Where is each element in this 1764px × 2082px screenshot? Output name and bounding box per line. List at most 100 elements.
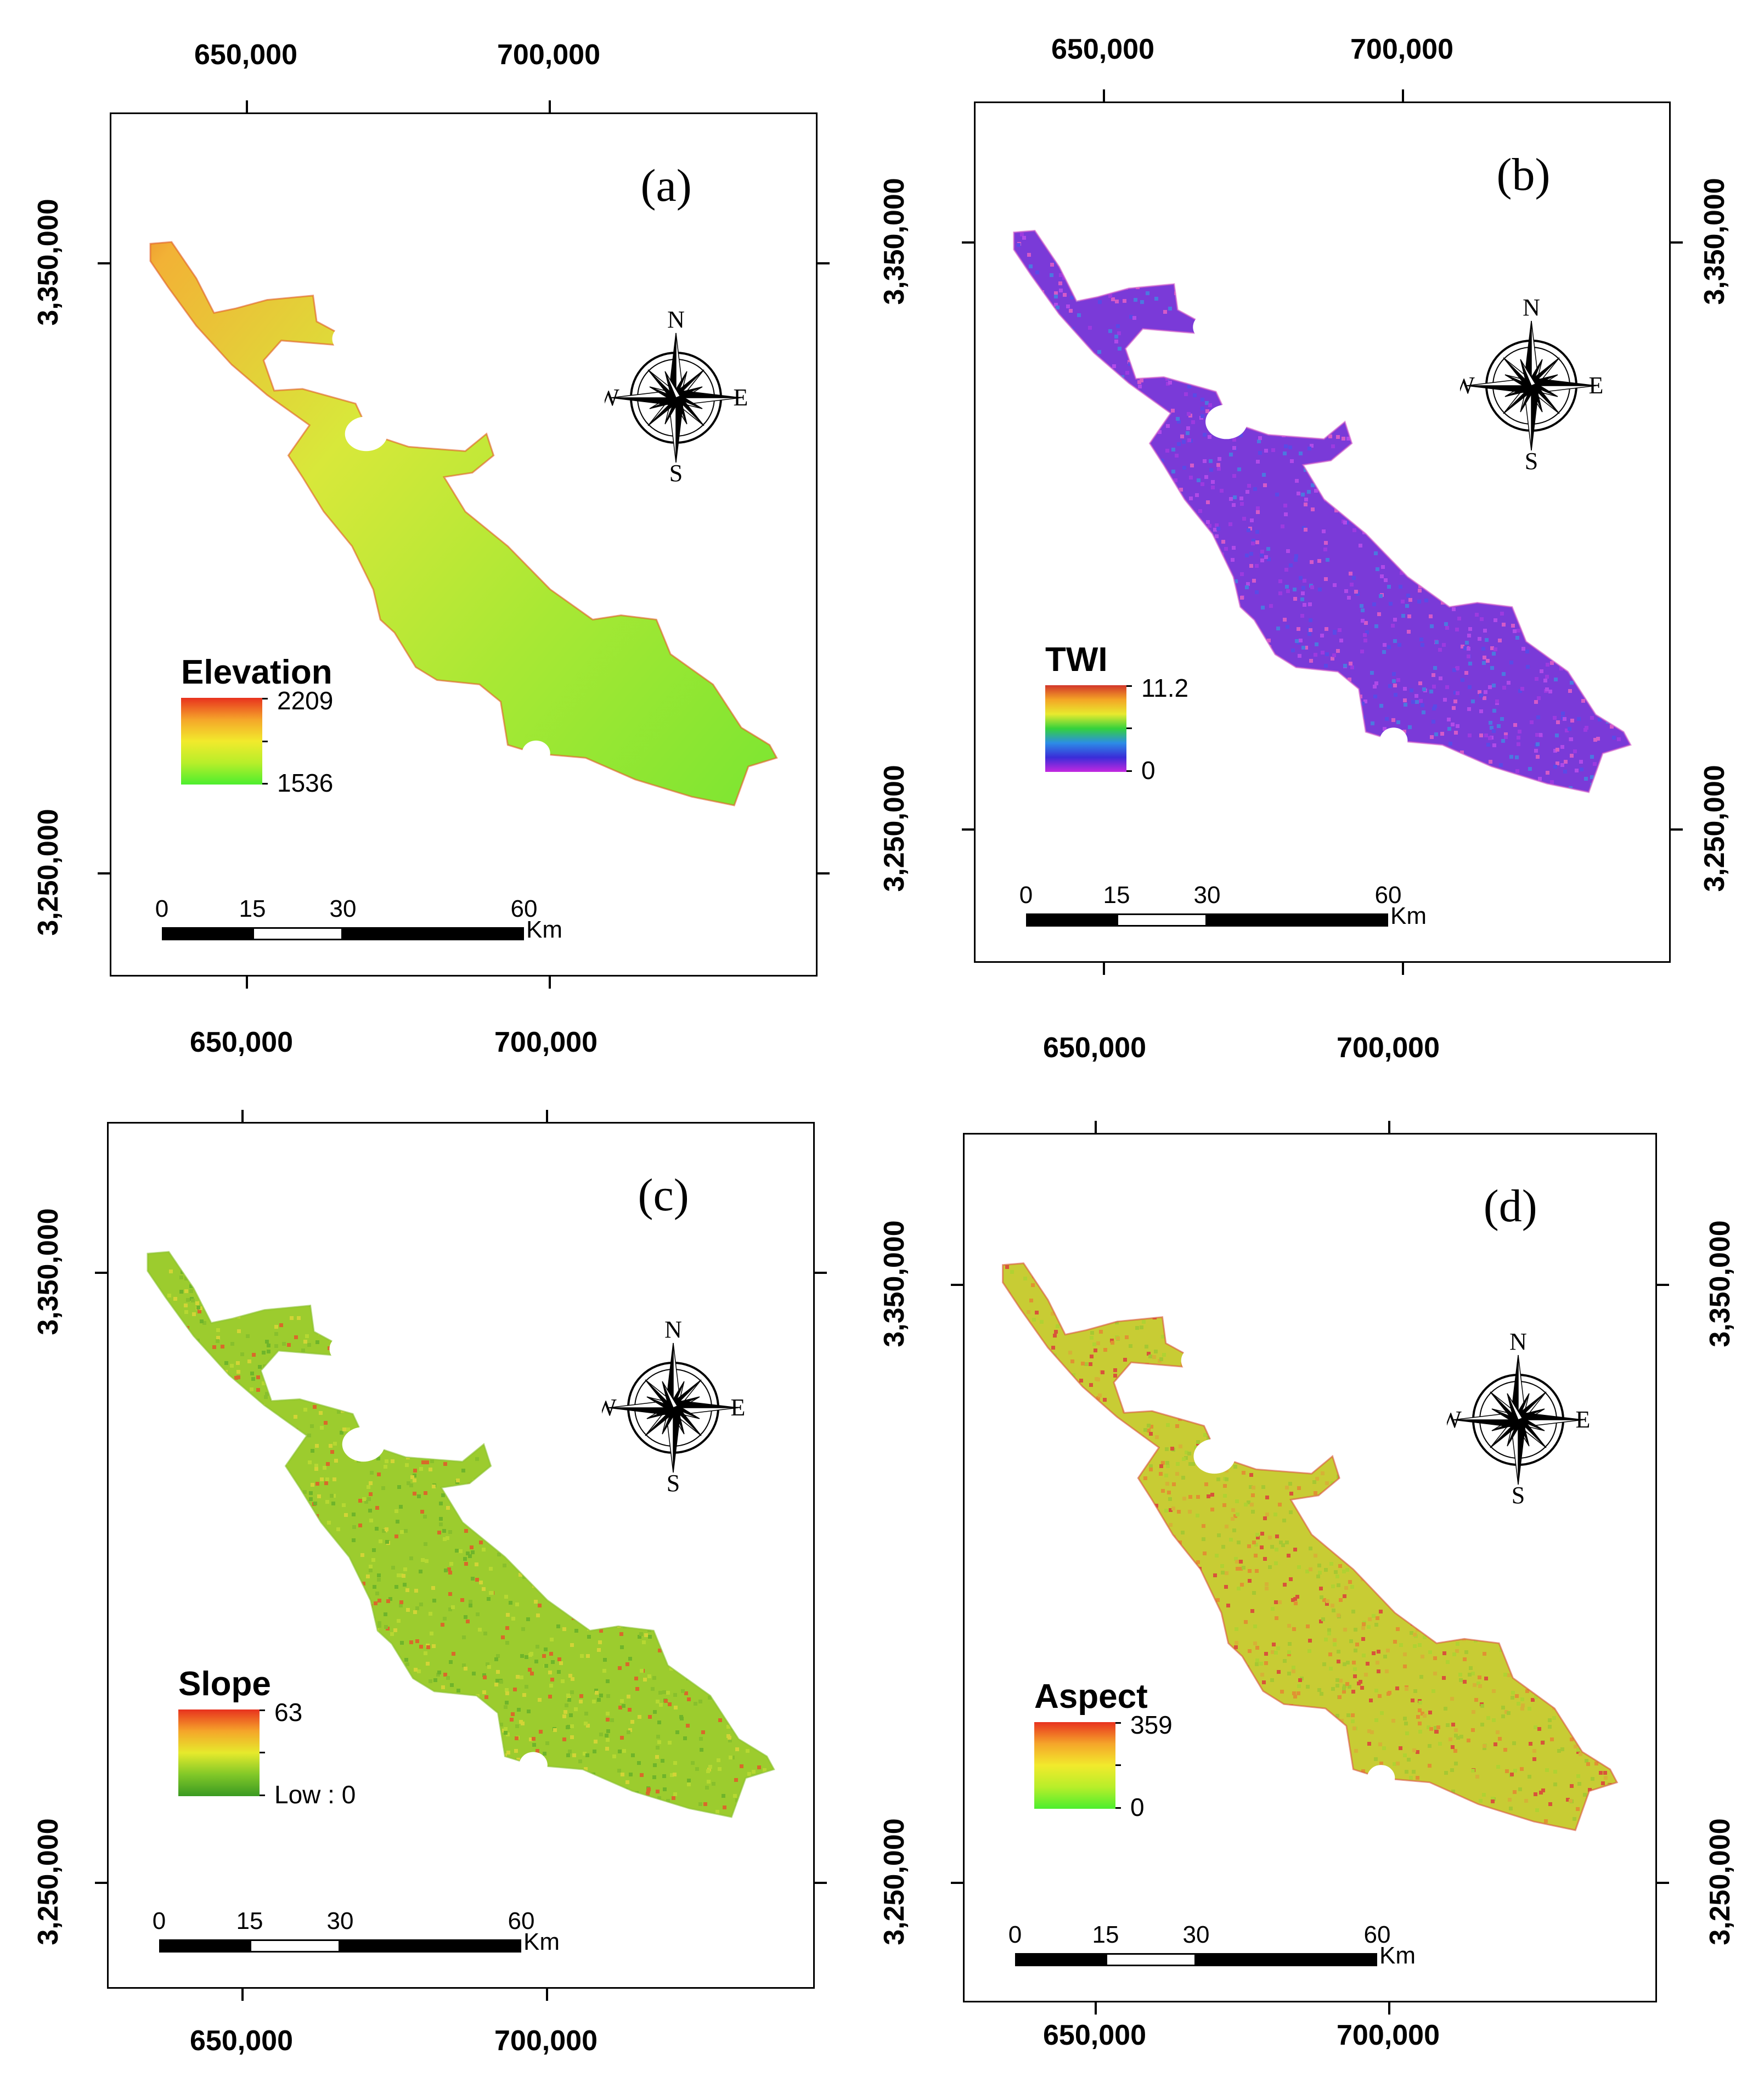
legend-title: TWI — [1045, 640, 1108, 679]
compass-e-label: E — [734, 384, 747, 411]
x-tick-label-top: 700,000 — [1337, 1032, 1440, 1064]
x-tick-mark — [241, 1110, 244, 1122]
legend-tick — [1115, 1807, 1121, 1809]
legend-tick — [1126, 685, 1132, 687]
x-tick-mark — [1402, 963, 1404, 975]
x-tick-mark — [1388, 2002, 1390, 2015]
compass-e-label: E — [1589, 372, 1603, 399]
y-tick-label-right: 3,350,000 — [1699, 178, 1731, 305]
compass-s-label: S — [1512, 1482, 1525, 1508]
scale-bar-tick-label: 60 — [1374, 882, 1402, 909]
legend-color-ramp — [181, 698, 262, 785]
legend-tick — [260, 1709, 265, 1711]
legend-title: Elevation — [181, 653, 332, 692]
compass-w-label: W — [602, 1394, 617, 1421]
y-tick-label-right: 3,250,000 — [1699, 765, 1731, 892]
compass-s-label: S — [667, 1470, 680, 1496]
scale-bar-segment — [1015, 1953, 1106, 1966]
y-tick-mark — [815, 1882, 827, 1884]
compass-e-label: E — [1576, 1406, 1590, 1433]
y-tick-label-left: 3,350,000 — [32, 199, 64, 326]
scale-bar-tick-label: 0 — [1019, 882, 1033, 909]
legend-title: Slope — [178, 1665, 271, 1703]
scale-bar-unit: Km — [1379, 1942, 1416, 1969]
study-area-region — [146, 1251, 775, 1818]
scale-bar-tick-label: 15 — [1103, 882, 1130, 909]
y-tick-mark — [962, 828, 974, 831]
scale-bar-segment — [1196, 1953, 1377, 1966]
y-tick-mark — [1671, 241, 1683, 244]
compass-rose-icon: N S E W — [602, 1320, 745, 1496]
y-tick-label-left: 3,350,000 — [878, 178, 910, 305]
legend-min-value: 0 — [1130, 1792, 1145, 1821]
x-tick-label-top: 650,000 — [1043, 1032, 1146, 1064]
scale-bar-tick-label: 30 — [1182, 1921, 1210, 1948]
panel-label: (a) — [640, 160, 692, 211]
map-frame — [974, 101, 1671, 963]
y-tick-mark — [1671, 828, 1683, 831]
scale-bar-segment — [1117, 913, 1207, 927]
legend-tick — [1115, 1764, 1121, 1767]
x-tick-label-bottom: 650,000 — [1043, 2019, 1146, 2051]
x-tick-mark — [546, 1110, 548, 1122]
study-area-region — [149, 241, 778, 806]
x-tick-mark — [1095, 2002, 1097, 2015]
legend-max-value: 359 — [1130, 1710, 1173, 1739]
scale-bar-segment — [340, 1939, 521, 1953]
y-tick-mark — [815, 1272, 827, 1274]
scale-bar-tick-label: 60 — [1363, 1921, 1391, 1948]
x-tick-label-bottom: 700,000 — [1337, 2019, 1440, 2051]
scale-bar-unit: Km — [523, 1928, 560, 1955]
scale-bar-tick-label: 30 — [326, 1908, 354, 1934]
y-tick-label-left: 3,250,000 — [878, 1818, 910, 1945]
y-tick-mark — [818, 872, 830, 874]
scale-bar-segment — [162, 927, 252, 940]
y-tick-mark — [951, 1882, 963, 1884]
scale-bar-tick-label: 30 — [1193, 882, 1221, 909]
x-tick-label-top: 700,000 — [494, 1026, 598, 1058]
legend-max-value: 11.2 — [1141, 673, 1189, 702]
panel-label: (c) — [638, 1170, 689, 1221]
scale-bar-segment — [343, 927, 524, 940]
y-tick-mark — [1657, 1284, 1669, 1286]
compass-n-label: N — [1509, 1332, 1527, 1355]
legend-min-value: 1536 — [277, 769, 334, 798]
compass-w-label: W — [1447, 1406, 1462, 1433]
x-tick-label-top: 700,000 — [1350, 33, 1453, 65]
scale-bar-tick-label: 0 — [1008, 1921, 1022, 1948]
x-tick-mark — [1103, 89, 1105, 101]
y-tick-label-left: 3,250,000 — [32, 809, 64, 936]
x-tick-mark — [1388, 1121, 1390, 1133]
x-tick-label-top: 650,000 — [1051, 33, 1154, 65]
scale-bar-tick-label: 60 — [508, 1908, 535, 1934]
y-tick-mark — [98, 872, 110, 874]
y-tick-mark — [95, 1882, 107, 1884]
compass-n-label: N — [1523, 298, 1540, 321]
compass-n-label: N — [664, 1320, 682, 1343]
y-tick-label-right: 3,250,000 — [1704, 1818, 1736, 1945]
legend-title: Aspect — [1034, 1677, 1148, 1716]
scale-bar-tick-label: 15 — [1092, 1921, 1119, 1948]
legend-tick — [1126, 727, 1132, 730]
compass-rose-icon: N S E W — [1460, 298, 1603, 473]
scale-bar-tick-label: 0 — [155, 895, 169, 922]
scale-bar-segment — [159, 1939, 250, 1953]
x-tick-mark — [246, 100, 248, 112]
legend-tick — [262, 740, 268, 742]
scale-bar-unit: Km — [526, 916, 562, 943]
y-tick-label-left: 3,250,000 — [878, 765, 910, 892]
y-tick-mark — [962, 241, 974, 244]
legend-min-value: Low : 0 — [274, 1780, 356, 1809]
x-tick-mark — [1095, 1121, 1097, 1133]
x-tick-label-top: 650,000 — [194, 39, 297, 71]
scale-bar-tick-label: 60 — [510, 895, 538, 922]
scale-bar-tick-label: 0 — [152, 1908, 166, 1934]
scale-bar-tick-label: 15 — [239, 895, 266, 922]
scale-bar-segment — [252, 927, 343, 940]
panel-label: (b) — [1496, 149, 1551, 200]
scale-bar-unit: Km — [1390, 902, 1427, 929]
map-frame — [963, 1133, 1657, 2002]
scale-bar-segment — [1026, 913, 1117, 927]
scale-bar-segment — [1106, 1953, 1196, 1966]
compass-n-label: N — [667, 310, 685, 333]
